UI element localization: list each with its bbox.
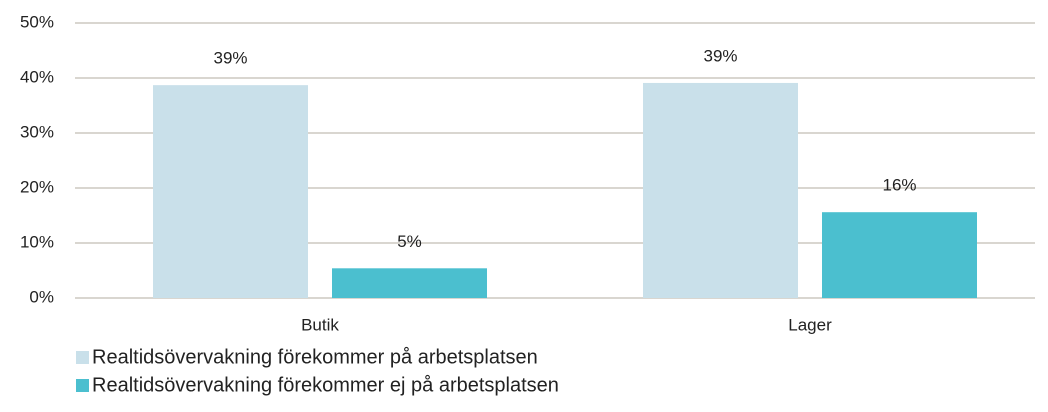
bar [332, 268, 487, 298]
x-tick-label: Lager [788, 315, 832, 334]
legend-label: Realtidsövervakning förekommer på arbets… [92, 346, 538, 368]
value-label: 16% [882, 176, 916, 195]
y-tick-label: 50% [20, 12, 54, 31]
y-tick-label: 30% [20, 122, 54, 141]
bar [822, 212, 977, 298]
legend-swatch [76, 351, 89, 364]
legend-swatch [76, 379, 89, 392]
value-label: 39% [703, 46, 737, 65]
value-label: 39% [213, 49, 247, 68]
y-tick-label: 20% [20, 177, 54, 196]
bar [153, 85, 308, 299]
y-tick-label: 10% [20, 232, 54, 251]
legend-label: Realtidsövervakning förekommer ej på arb… [92, 374, 559, 396]
value-label: 5% [397, 232, 422, 251]
y-tick-label: 0% [29, 287, 54, 306]
x-tick-label: Butik [301, 315, 339, 334]
y-tick-label: 40% [20, 67, 54, 86]
bar [643, 82, 798, 298]
